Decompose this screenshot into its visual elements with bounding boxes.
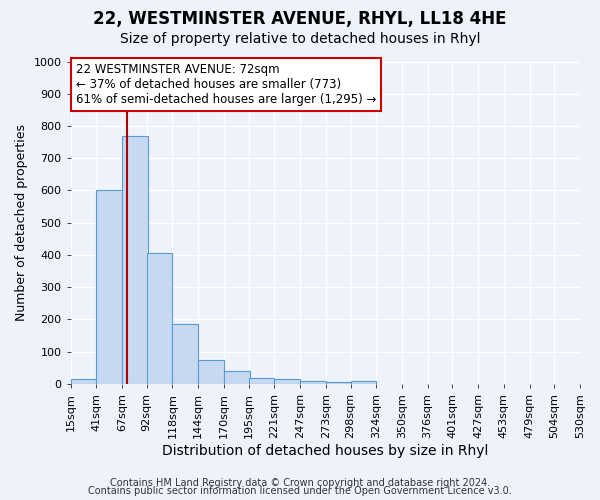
Bar bbox=[198, 360, 224, 384]
X-axis label: Distribution of detached houses by size in Rhyl: Distribution of detached houses by size … bbox=[162, 444, 488, 458]
Text: Size of property relative to detached houses in Rhyl: Size of property relative to detached ho… bbox=[120, 32, 480, 46]
Bar bbox=[122, 136, 148, 384]
Y-axis label: Number of detached properties: Number of detached properties bbox=[15, 124, 28, 321]
Text: Contains public sector information licensed under the Open Government Licence v3: Contains public sector information licen… bbox=[88, 486, 512, 496]
Bar bbox=[97, 190, 122, 384]
Bar bbox=[326, 382, 352, 384]
Bar bbox=[248, 378, 274, 384]
Bar bbox=[224, 371, 250, 384]
Bar bbox=[71, 379, 97, 384]
Bar bbox=[172, 324, 198, 384]
Bar bbox=[147, 254, 172, 384]
Text: Contains HM Land Registry data © Crown copyright and database right 2024.: Contains HM Land Registry data © Crown c… bbox=[110, 478, 490, 488]
Bar bbox=[274, 379, 300, 384]
Text: 22 WESTMINSTER AVENUE: 72sqm
← 37% of detached houses are smaller (773)
61% of s: 22 WESTMINSTER AVENUE: 72sqm ← 37% of de… bbox=[76, 63, 376, 106]
Bar bbox=[300, 380, 326, 384]
Text: 22, WESTMINSTER AVENUE, RHYL, LL18 4HE: 22, WESTMINSTER AVENUE, RHYL, LL18 4HE bbox=[93, 10, 507, 28]
Bar bbox=[350, 380, 376, 384]
